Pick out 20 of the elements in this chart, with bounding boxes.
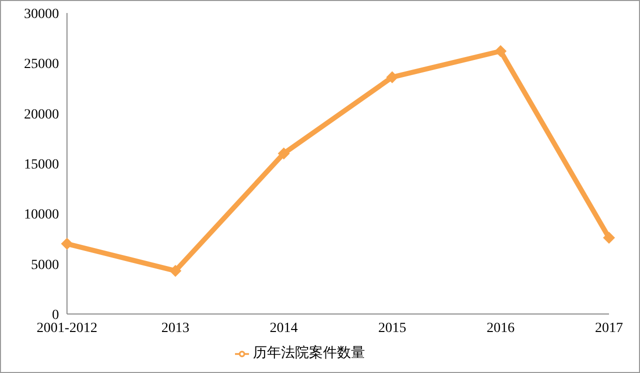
y-tick-label: 30000 (24, 6, 59, 22)
x-tick-label: 2014 (270, 320, 298, 336)
y-tick-label: 0 (52, 308, 59, 323)
point (603, 232, 615, 244)
x-tick-label: 2017 (595, 320, 623, 336)
y-tick-label: 25000 (24, 57, 59, 72)
point (61, 238, 73, 250)
legend-label: 历年法院案件数量 (253, 346, 365, 361)
point (278, 147, 290, 160)
x-tick-label: 2015 (378, 320, 406, 336)
point (386, 71, 398, 84)
y-tick-label: 5000 (31, 258, 59, 273)
x-tick-label: 2001-2012 (36, 320, 98, 336)
y-tick-label: 15000 (24, 157, 59, 172)
y-tick-label: 10000 (24, 208, 59, 223)
point (494, 45, 507, 58)
point (169, 264, 182, 277)
x-tick-label: 2013 (161, 320, 190, 336)
x-tick-label: 2016 (486, 320, 515, 336)
y-tick-label: 20000 (24, 107, 59, 122)
